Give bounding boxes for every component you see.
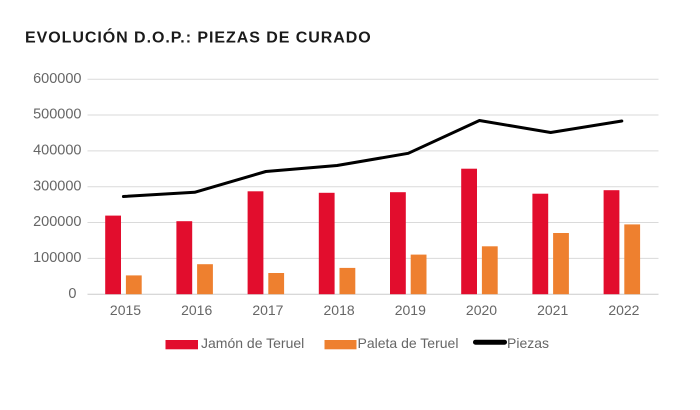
svg-text:400000: 400000 — [33, 143, 81, 159]
svg-text:2020: 2020 — [466, 302, 497, 318]
svg-text:500000: 500000 — [33, 107, 81, 123]
svg-text:0: 0 — [68, 286, 76, 302]
svg-text:200000: 200000 — [33, 214, 81, 230]
svg-text:300000: 300000 — [33, 178, 81, 194]
svg-text:EVOLUCIÓN D.O.P.: PIEZAS DE CU: EVOLUCIÓN D.O.P.: PIEZAS DE CURADO — [25, 28, 372, 47]
svg-text:2022: 2022 — [608, 302, 639, 318]
svg-text:2018: 2018 — [324, 302, 355, 318]
svg-text:2015: 2015 — [110, 302, 141, 318]
svg-text:100000: 100000 — [33, 250, 81, 266]
svg-text:Jamón de Teruel: Jamón de Teruel — [201, 335, 304, 351]
svg-text:Piezas: Piezas — [507, 335, 549, 351]
svg-text:2016: 2016 — [181, 302, 212, 318]
svg-text:Paleta de Teruel: Paleta de Teruel — [358, 335, 459, 351]
svg-text:2021: 2021 — [537, 302, 568, 318]
svg-text:600000: 600000 — [33, 71, 81, 87]
svg-text:2019: 2019 — [395, 302, 426, 318]
svg-text:2017: 2017 — [252, 302, 283, 318]
